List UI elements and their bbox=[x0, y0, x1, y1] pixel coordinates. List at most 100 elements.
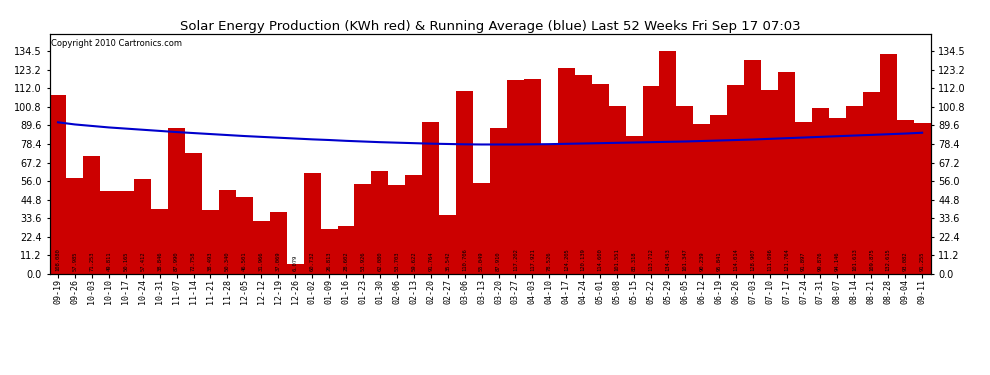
Bar bbox=[829, 118, 845, 274]
Bar bbox=[557, 68, 575, 274]
Text: 124.205: 124.205 bbox=[563, 249, 569, 271]
Bar bbox=[168, 128, 185, 274]
Text: 113.712: 113.712 bbox=[648, 249, 653, 271]
Text: 60.732: 60.732 bbox=[310, 252, 315, 271]
Bar bbox=[83, 156, 100, 274]
Bar bbox=[405, 175, 423, 274]
Text: 55.049: 55.049 bbox=[479, 252, 484, 271]
Bar bbox=[524, 79, 541, 274]
Bar bbox=[643, 86, 659, 274]
Bar bbox=[812, 108, 829, 274]
Text: 128.907: 128.907 bbox=[750, 249, 755, 271]
Bar bbox=[626, 136, 643, 274]
Text: 101.551: 101.551 bbox=[615, 249, 620, 271]
Bar bbox=[269, 212, 287, 274]
Bar bbox=[236, 197, 252, 274]
Bar bbox=[778, 72, 795, 274]
Bar bbox=[338, 226, 354, 274]
Text: 87.910: 87.910 bbox=[496, 252, 501, 271]
Title: Solar Energy Production (KWh red) & Running Average (blue) Last 52 Weeks Fri Sep: Solar Energy Production (KWh red) & Runn… bbox=[180, 20, 800, 33]
Bar bbox=[50, 95, 66, 274]
Bar bbox=[388, 185, 405, 274]
Text: 110.706: 110.706 bbox=[462, 249, 467, 271]
Bar bbox=[507, 80, 524, 274]
Bar bbox=[185, 153, 202, 274]
Text: 6.079: 6.079 bbox=[293, 255, 298, 271]
Text: 117.921: 117.921 bbox=[530, 249, 535, 271]
Text: 78.526: 78.526 bbox=[546, 252, 551, 271]
Text: 62.080: 62.080 bbox=[377, 252, 382, 271]
Text: 57.985: 57.985 bbox=[72, 252, 77, 271]
Bar bbox=[880, 54, 897, 274]
Bar bbox=[456, 90, 473, 274]
Bar bbox=[761, 90, 778, 274]
Bar bbox=[151, 210, 168, 274]
Text: 111.096: 111.096 bbox=[767, 249, 772, 271]
Bar bbox=[423, 122, 440, 274]
Text: 87.990: 87.990 bbox=[174, 252, 179, 271]
Bar bbox=[287, 264, 304, 274]
Bar bbox=[897, 120, 914, 274]
Text: 101.613: 101.613 bbox=[851, 249, 857, 271]
Text: 28.602: 28.602 bbox=[344, 252, 348, 271]
Text: 72.758: 72.758 bbox=[191, 252, 196, 271]
Text: 121.764: 121.764 bbox=[784, 249, 789, 271]
Text: 59.622: 59.622 bbox=[411, 252, 417, 271]
Bar bbox=[321, 230, 338, 274]
Text: 53.703: 53.703 bbox=[394, 252, 399, 271]
Bar bbox=[914, 123, 931, 274]
Bar bbox=[728, 85, 744, 274]
Text: 120.139: 120.139 bbox=[581, 249, 586, 271]
Text: 99.876: 99.876 bbox=[818, 252, 823, 271]
Text: 31.966: 31.966 bbox=[258, 252, 263, 271]
Bar bbox=[609, 106, 626, 274]
Bar bbox=[202, 210, 219, 274]
Bar bbox=[219, 190, 236, 274]
Bar bbox=[100, 191, 117, 274]
Bar bbox=[710, 115, 728, 274]
Text: 49.811: 49.811 bbox=[106, 252, 111, 271]
Text: 26.813: 26.813 bbox=[327, 252, 332, 271]
Text: 101.347: 101.347 bbox=[682, 249, 687, 271]
Bar bbox=[117, 191, 135, 274]
Text: 108.080: 108.080 bbox=[55, 249, 60, 271]
Text: 94.146: 94.146 bbox=[835, 252, 840, 271]
Text: 35.542: 35.542 bbox=[446, 252, 450, 271]
Text: 38.846: 38.846 bbox=[157, 252, 162, 271]
Text: 132.615: 132.615 bbox=[886, 249, 891, 271]
Text: 71.253: 71.253 bbox=[89, 252, 94, 271]
Text: 46.501: 46.501 bbox=[242, 252, 247, 271]
Bar bbox=[575, 75, 592, 274]
Text: 95.841: 95.841 bbox=[717, 252, 722, 271]
Text: 91.764: 91.764 bbox=[429, 252, 434, 271]
Bar bbox=[371, 171, 388, 274]
Text: 109.875: 109.875 bbox=[869, 249, 874, 271]
Text: 37.069: 37.069 bbox=[276, 252, 281, 271]
Text: 114.600: 114.600 bbox=[598, 249, 603, 271]
Text: 114.014: 114.014 bbox=[734, 249, 739, 271]
Bar bbox=[304, 173, 321, 274]
Bar bbox=[676, 106, 693, 274]
Bar bbox=[541, 144, 557, 274]
Text: 83.318: 83.318 bbox=[632, 252, 637, 271]
Text: 91.897: 91.897 bbox=[801, 252, 806, 271]
Text: 134.453: 134.453 bbox=[665, 249, 670, 271]
Bar bbox=[863, 92, 880, 274]
Text: 91.255: 91.255 bbox=[920, 252, 925, 271]
Text: 57.412: 57.412 bbox=[141, 252, 146, 271]
Bar bbox=[490, 128, 507, 274]
Bar bbox=[354, 184, 371, 274]
Text: 117.202: 117.202 bbox=[513, 249, 518, 271]
Bar bbox=[795, 122, 812, 274]
Text: 50.340: 50.340 bbox=[225, 252, 230, 271]
Bar bbox=[845, 106, 863, 274]
Text: 93.082: 93.082 bbox=[903, 252, 908, 271]
Bar bbox=[252, 221, 269, 274]
Text: 90.239: 90.239 bbox=[699, 252, 704, 271]
Bar bbox=[659, 51, 676, 274]
Bar bbox=[744, 60, 761, 274]
Text: Copyright 2010 Cartronics.com: Copyright 2010 Cartronics.com bbox=[51, 39, 182, 48]
Bar bbox=[592, 84, 609, 274]
Text: 38.493: 38.493 bbox=[208, 252, 213, 271]
Bar bbox=[693, 124, 710, 274]
